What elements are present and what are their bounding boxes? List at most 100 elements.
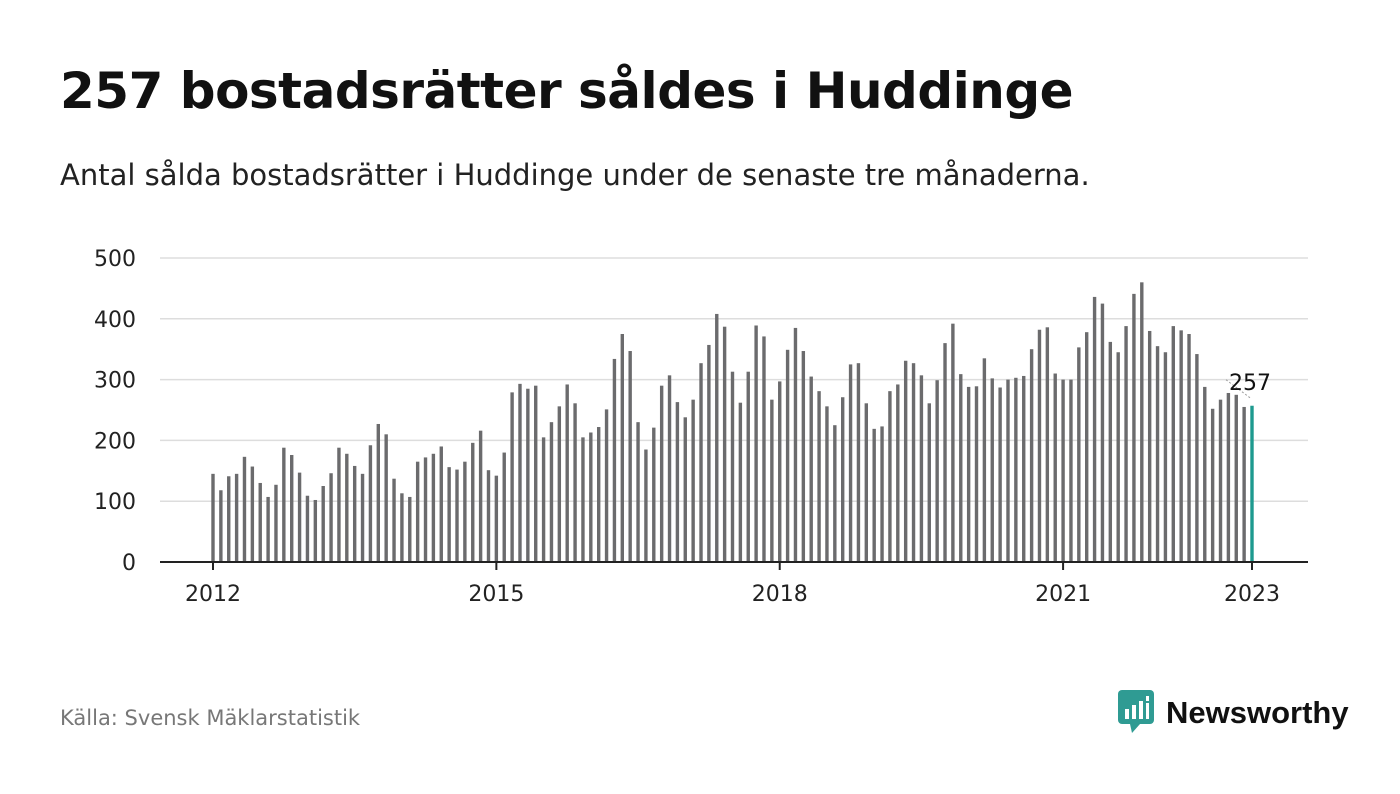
bar (352, 465, 357, 562)
bar (644, 449, 648, 562)
last-value-label: 257 (1229, 371, 1271, 396)
bar (510, 392, 514, 562)
bar (793, 327, 798, 562)
bar (1226, 392, 1231, 562)
y-tick-label: 200 (94, 429, 136, 454)
bar (974, 386, 979, 562)
bar (628, 351, 632, 562)
bar (329, 473, 333, 562)
bar (1234, 394, 1238, 562)
bar (415, 461, 420, 562)
bar (596, 427, 601, 562)
bar (1179, 330, 1183, 562)
bar (447, 467, 451, 562)
bar (478, 430, 483, 562)
bar (927, 403, 931, 562)
newsworthy-logo-icon (1118, 688, 1154, 738)
bar-chart: 0 100 200 300 400 500 2012 2015 2018 2021 2023 257 (94, 247, 1308, 607)
bar (392, 478, 396, 562)
bar (1187, 334, 1191, 562)
bar (337, 447, 341, 562)
bar (1242, 406, 1246, 562)
brand-name: Newsworthy (1166, 695, 1349, 730)
bar (1116, 352, 1120, 562)
bar (360, 473, 365, 562)
bar (1108, 341, 1113, 562)
bar (1140, 282, 1144, 562)
bar (549, 422, 554, 562)
bar (534, 385, 538, 562)
bar (785, 349, 790, 562)
labels: 0 100 200 300 400 500 2012 2015 2018 2021 2023 257 (94, 247, 1280, 607)
bar (439, 446, 443, 562)
bar (722, 326, 727, 562)
bar (1147, 330, 1152, 562)
bar (423, 457, 428, 562)
bar (667, 375, 672, 562)
bar (612, 358, 617, 562)
bar (581, 437, 585, 562)
bar (1085, 332, 1089, 562)
bar (1053, 373, 1057, 562)
bar (982, 358, 987, 562)
bar (715, 313, 719, 562)
bar (494, 475, 499, 562)
bar (1029, 349, 1034, 562)
bar (841, 397, 845, 562)
bar (290, 454, 294, 562)
bar (1210, 408, 1215, 562)
bar (1163, 352, 1168, 562)
bar (809, 376, 813, 562)
bar (911, 363, 916, 562)
bar (518, 383, 522, 562)
y-tick-label: 300 (94, 369, 136, 394)
bar (384, 434, 388, 562)
bar (801, 351, 806, 562)
bar (557, 406, 562, 562)
bar (589, 432, 593, 562)
bar-highlight (1250, 405, 1254, 562)
y-tick-label: 400 (94, 308, 136, 333)
bar (951, 323, 955, 562)
bar (833, 425, 837, 562)
bar (408, 496, 412, 562)
bar (959, 374, 963, 562)
x-tick-label: 2018 (752, 582, 808, 607)
bar (1218, 399, 1223, 562)
bar (565, 384, 569, 562)
bar (250, 466, 255, 562)
bar (754, 325, 758, 562)
bar (817, 391, 821, 562)
bar (699, 363, 703, 562)
bars (211, 282, 1254, 562)
bar (368, 445, 373, 562)
newsworthy-brand[interactable]: Newsworthy (1118, 690, 1349, 736)
y-tick-label: 0 (122, 551, 136, 576)
bar (1155, 346, 1160, 562)
bar (502, 452, 506, 562)
bar (943, 343, 947, 562)
x-tick-label: 2021 (1035, 582, 1091, 607)
bar (1037, 329, 1042, 562)
bar (431, 453, 436, 562)
bar (219, 490, 223, 562)
bar (573, 403, 577, 562)
bar (242, 456, 247, 562)
bar (211, 473, 215, 562)
bar (345, 453, 349, 562)
bar (604, 409, 609, 562)
bar (620, 334, 624, 562)
bar (998, 387, 1002, 562)
x-tick-label: 2015 (468, 582, 524, 607)
bar (258, 482, 262, 562)
bar (636, 422, 640, 562)
bar (1100, 303, 1105, 562)
bar (1022, 375, 1026, 562)
bar (1203, 386, 1207, 562)
bar (376, 423, 380, 562)
bar (234, 473, 239, 562)
chart-subtitle: Antal sålda bostadsrätter i Huddinge und… (60, 158, 1090, 192)
bar (1045, 327, 1050, 562)
bar (541, 437, 546, 562)
bar (463, 461, 467, 562)
